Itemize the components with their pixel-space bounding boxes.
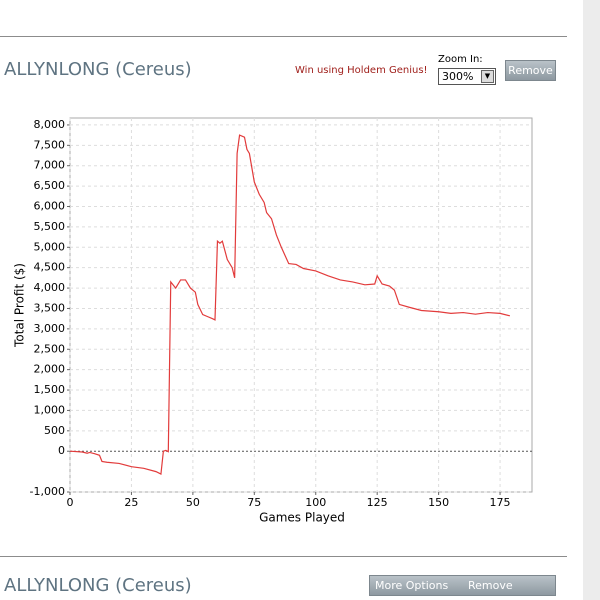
scrollbar[interactable] — [583, 0, 600, 600]
remove-button[interactable]: Remove — [468, 579, 513, 592]
x-tick-label: 150 — [428, 496, 449, 509]
y-tick-label: 5,000 — [34, 240, 66, 253]
y-tick-label: 4,500 — [34, 261, 66, 274]
more-options-button[interactable]: More Options — [375, 579, 449, 592]
player-title: ALLYNLONG (Cereus) — [4, 575, 192, 596]
x-tick-label: 0 — [67, 496, 74, 509]
promo-link[interactable]: Win using Holdem Genius! — [295, 65, 428, 76]
y-tick-label: 5,500 — [34, 220, 66, 233]
y-tick-label: 4,000 — [34, 281, 66, 294]
y-axis-label: Total Profit ($) — [13, 263, 27, 348]
y-tick-label: 3,000 — [34, 322, 66, 335]
plot-area — [69, 117, 533, 493]
x-axis-label: Games Played — [259, 511, 345, 525]
y-tick-label: 2,000 — [34, 363, 66, 376]
y-tick-label: 8,000 — [34, 118, 66, 131]
y-tick-label: 6,000 — [34, 200, 66, 213]
y-tick-label: 3,500 — [34, 301, 66, 314]
divider — [0, 556, 567, 557]
x-tick-label: 100 — [305, 496, 326, 509]
y-tick-label: -1,000 — [30, 485, 65, 498]
x-tick-label: 175 — [490, 496, 511, 509]
y-tick-label: 2,500 — [34, 342, 66, 355]
dropdown-arrow: ▼ — [481, 70, 494, 83]
player-title: ALLYNLONG (Cereus) — [4, 59, 192, 80]
y-tick-label: 1,000 — [34, 403, 66, 416]
x-tick-label: 25 — [124, 496, 138, 509]
y-tick-label: 1,500 — [34, 383, 66, 396]
zoom-value: 300% — [442, 70, 474, 83]
y-tick-label: 7,000 — [34, 159, 66, 172]
x-tick-label: 50 — [186, 496, 200, 509]
zoom-label: Zoom In: — [438, 54, 483, 65]
x-tick-label: 125 — [367, 496, 388, 509]
profit-line — [69, 134, 511, 475]
y-tick-label: 0 — [58, 444, 65, 457]
zoom-select[interactable]: 300% ▼ — [438, 68, 496, 85]
y-tick-label: 6,500 — [34, 179, 66, 192]
y-tick-label: 7,500 — [34, 138, 66, 151]
x-tick-label: 75 — [247, 496, 261, 509]
divider — [0, 36, 567, 37]
remove-button[interactable]: Remove — [505, 60, 556, 81]
y-tick-label: 500 — [44, 424, 65, 437]
chart: Games Played Total Profit ($) -1,0000500… — [13, 117, 533, 525]
button-bar: More Options Remove — [369, 575, 556, 596]
